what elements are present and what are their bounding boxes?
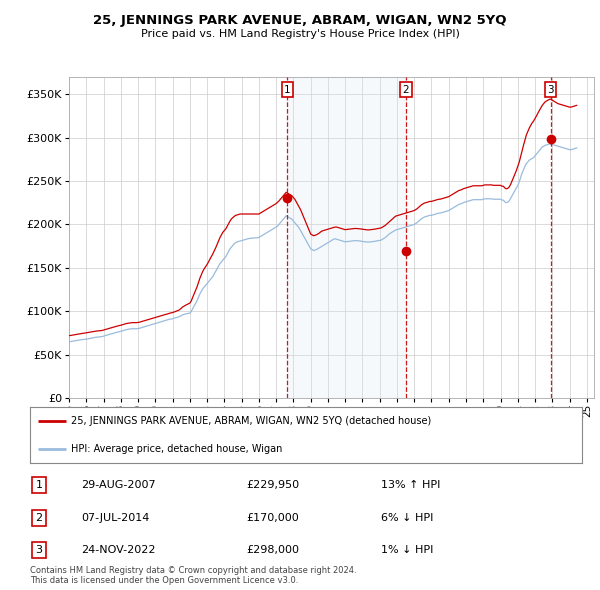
Text: 2: 2 (403, 84, 409, 94)
Text: 25, JENNINGS PARK AVENUE, ABRAM, WIGAN, WN2 5YQ (detached house): 25, JENNINGS PARK AVENUE, ABRAM, WIGAN, … (71, 416, 431, 426)
Text: 1: 1 (284, 84, 291, 94)
Text: HPI: Average price, detached house, Wigan: HPI: Average price, detached house, Wiga… (71, 444, 283, 454)
Bar (287, 77, 406, 398)
Text: 25, JENNINGS PARK AVENUE, ABRAM, WIGAN, WN2 5YQ: 25, JENNINGS PARK AVENUE, ABRAM, WIGAN, … (93, 14, 507, 27)
Text: 1: 1 (35, 480, 43, 490)
Text: Contains HM Land Registry data © Crown copyright and database right 2024.
This d: Contains HM Land Registry data © Crown c… (30, 566, 356, 585)
Text: 3: 3 (35, 545, 43, 555)
Text: £229,950: £229,950 (246, 480, 299, 490)
Text: 29-AUG-2007: 29-AUG-2007 (81, 480, 155, 490)
Text: £170,000: £170,000 (246, 513, 299, 523)
Text: 07-JUL-2014: 07-JUL-2014 (81, 513, 149, 523)
Text: 1% ↓ HPI: 1% ↓ HPI (381, 545, 433, 555)
Text: 6% ↓ HPI: 6% ↓ HPI (381, 513, 433, 523)
Text: £298,000: £298,000 (246, 545, 299, 555)
Text: 2: 2 (35, 513, 43, 523)
Text: Price paid vs. HM Land Registry's House Price Index (HPI): Price paid vs. HM Land Registry's House … (140, 30, 460, 39)
Text: 3: 3 (547, 84, 554, 94)
Text: 24-NOV-2022: 24-NOV-2022 (81, 545, 155, 555)
Text: 13% ↑ HPI: 13% ↑ HPI (381, 480, 440, 490)
